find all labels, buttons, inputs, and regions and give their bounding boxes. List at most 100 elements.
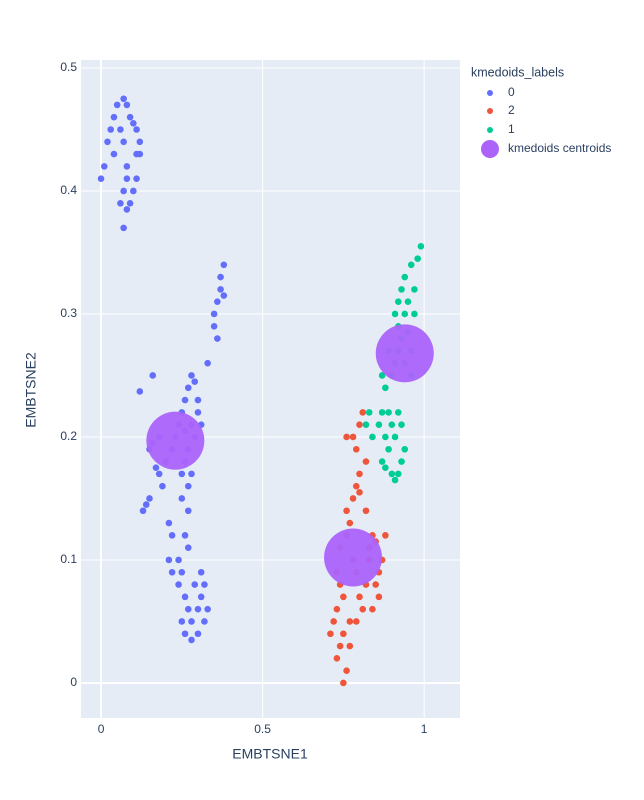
point bbox=[126, 199, 134, 207]
point bbox=[398, 421, 405, 428]
point bbox=[382, 464, 389, 472]
point bbox=[178, 470, 186, 478]
point bbox=[175, 581, 182, 588]
point bbox=[123, 206, 131, 213]
point bbox=[411, 310, 418, 318]
point bbox=[369, 433, 376, 441]
point bbox=[362, 507, 370, 515]
legend-item[interactable]: kmedoids centroids bbox=[481, 140, 611, 158]
point bbox=[197, 593, 205, 601]
point bbox=[136, 138, 144, 146]
point bbox=[191, 378, 199, 385]
point bbox=[181, 532, 189, 539]
point bbox=[394, 298, 402, 305]
point bbox=[375, 421, 383, 428]
point bbox=[184, 507, 192, 515]
point bbox=[352, 618, 360, 625]
point bbox=[104, 138, 111, 146]
y-tick-label: 0 bbox=[70, 675, 77, 689]
point bbox=[178, 568, 186, 576]
point bbox=[120, 224, 127, 232]
point bbox=[197, 568, 205, 576]
legend-item[interactable]: 0 bbox=[487, 85, 515, 99]
point bbox=[214, 298, 221, 305]
legend-item[interactable]: 1 bbox=[487, 122, 515, 136]
legend-label: 1 bbox=[508, 122, 515, 136]
point bbox=[133, 175, 140, 182]
point bbox=[123, 101, 131, 109]
point bbox=[220, 261, 228, 269]
point bbox=[349, 495, 357, 502]
y-tick-label: 0.4 bbox=[60, 183, 77, 197]
point bbox=[378, 372, 386, 379]
point bbox=[404, 298, 412, 305]
point bbox=[126, 113, 134, 121]
point bbox=[181, 630, 189, 638]
point bbox=[356, 489, 363, 496]
point bbox=[178, 495, 186, 502]
point bbox=[359, 409, 367, 416]
point bbox=[391, 433, 399, 441]
point bbox=[388, 470, 396, 478]
point bbox=[385, 409, 392, 416]
point bbox=[100, 163, 108, 170]
marks bbox=[97, 95, 434, 687]
point bbox=[165, 519, 173, 527]
point bbox=[136, 388, 144, 395]
legend-label: 2 bbox=[508, 103, 515, 117]
point bbox=[110, 113, 118, 121]
y-tick-label: 0.2 bbox=[60, 429, 77, 443]
x-tick-label: 0 bbox=[98, 722, 105, 736]
point bbox=[181, 593, 189, 601]
point bbox=[340, 630, 347, 638]
point bbox=[204, 359, 211, 367]
point bbox=[210, 322, 218, 330]
legend-swatch bbox=[487, 90, 493, 96]
legend-swatch bbox=[481, 140, 499, 158]
point bbox=[333, 655, 341, 662]
point bbox=[188, 618, 195, 625]
point bbox=[407, 261, 415, 269]
legend-label: 0 bbox=[508, 85, 515, 99]
legend: 0 2 1 kmedoids centroids bbox=[481, 85, 611, 158]
point bbox=[155, 470, 163, 478]
point bbox=[188, 372, 195, 379]
point bbox=[349, 433, 357, 441]
point bbox=[175, 556, 182, 564]
point bbox=[210, 310, 218, 318]
legend-item[interactable]: 2 bbox=[487, 103, 515, 117]
point bbox=[130, 120, 137, 127]
point bbox=[369, 605, 376, 613]
legend-title: kmedoids_labels bbox=[471, 65, 564, 79]
point bbox=[184, 605, 192, 613]
point bbox=[178, 618, 186, 625]
point bbox=[343, 433, 350, 441]
point bbox=[398, 286, 405, 293]
point bbox=[194, 409, 202, 416]
point bbox=[385, 445, 392, 453]
point bbox=[343, 667, 350, 674]
point bbox=[184, 544, 192, 551]
point bbox=[391, 310, 399, 318]
point bbox=[165, 556, 173, 564]
legend-label: kmedoids centroids bbox=[508, 141, 611, 155]
point bbox=[133, 126, 140, 133]
point bbox=[201, 581, 208, 588]
point bbox=[117, 199, 124, 207]
point bbox=[181, 396, 189, 404]
point bbox=[149, 372, 157, 379]
point bbox=[120, 187, 127, 195]
point bbox=[201, 618, 208, 625]
centroid bbox=[324, 528, 383, 587]
point bbox=[394, 470, 402, 478]
centroid bbox=[375, 324, 434, 383]
y-tick-label: 0.1 bbox=[60, 552, 77, 566]
point bbox=[184, 482, 192, 490]
point bbox=[343, 507, 350, 515]
point bbox=[359, 605, 367, 613]
point bbox=[378, 458, 386, 465]
point bbox=[97, 175, 105, 182]
point bbox=[336, 642, 344, 650]
point bbox=[346, 642, 354, 650]
